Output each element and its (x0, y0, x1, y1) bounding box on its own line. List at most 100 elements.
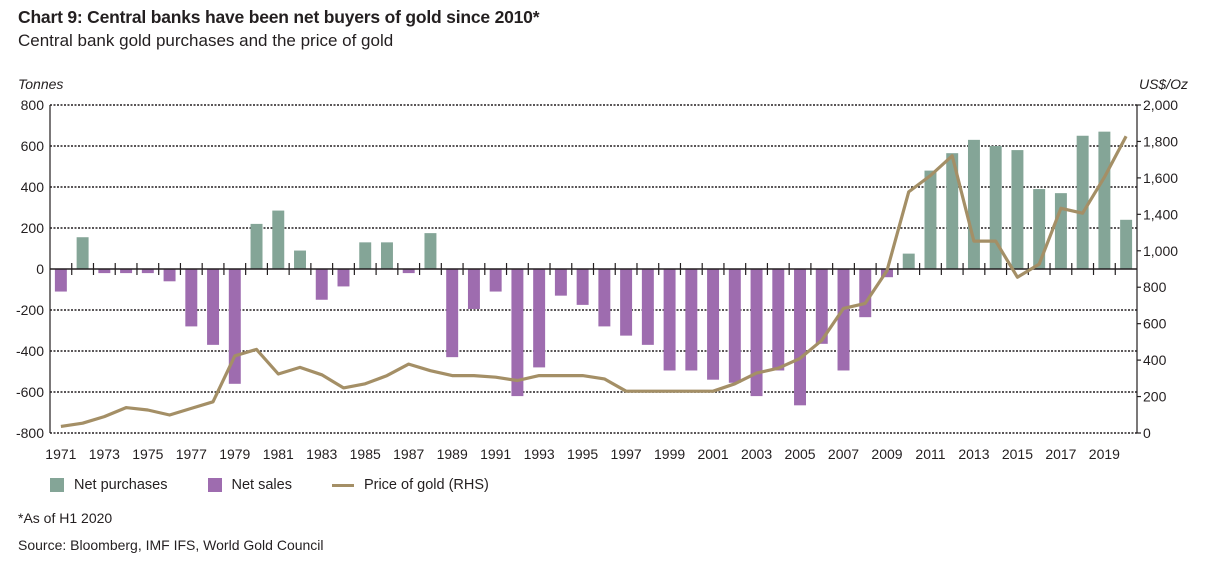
bar-net-sale (489, 269, 502, 292)
bar-net-purchase (294, 250, 306, 269)
bar-net-sale (707, 269, 720, 380)
axes (49, 104, 1141, 434)
x-tick-label: 1981 (263, 446, 294, 462)
bars (54, 131, 1133, 406)
bar-net-sale (641, 269, 654, 345)
legend-label-net-sales: Net sales (231, 477, 292, 493)
y-tick-label: -400 (16, 343, 44, 359)
bar-net-sale (815, 269, 828, 344)
bar-net-purchase (250, 223, 263, 269)
bar-net-purchase (76, 237, 89, 269)
bar-net-sale (772, 269, 785, 371)
net-sales-swatch (207, 478, 222, 492)
bar-net-sale (120, 269, 133, 274)
bar-net-sale (620, 269, 633, 336)
bar-net-sale (533, 269, 546, 368)
x-tick-label: 1993 (524, 446, 555, 462)
bar-net-sale (837, 269, 850, 371)
x-tick-label: 1997 (611, 446, 642, 462)
bar-net-sale (511, 269, 524, 397)
bar-net-sale (794, 269, 807, 406)
y2-tick-label: 400 (1143, 352, 1167, 368)
y2-tick-label: 800 (1143, 279, 1167, 295)
x-tick-label: 1989 (437, 446, 468, 462)
chart-title: Chart 9: Central banks have been net buy… (18, 7, 540, 27)
legend-label-price: Price of gold (RHS) (363, 477, 489, 493)
bar-net-sale (576, 269, 589, 305)
x-tick-label: 2017 (1045, 446, 1076, 462)
y-tick-label: -800 (16, 425, 44, 441)
right-axis-unit: US$/Oz (1138, 76, 1188, 92)
bar-net-purchase (380, 242, 393, 269)
bar-net-sale (554, 269, 567, 296)
bar-net-purchase (1076, 135, 1089, 269)
source-note: Source: Bloomberg, IMF IFS, World Gold C… (18, 537, 324, 553)
x-tick-label: 2003 (741, 446, 772, 462)
x-tick-label: 1995 (567, 446, 598, 462)
bar-net-purchase (902, 253, 915, 269)
x-tick-label: 1991 (480, 446, 511, 462)
x-tick-label: 1999 (654, 446, 685, 462)
bar-net-sale (663, 269, 676, 371)
bar-net-sale (337, 269, 350, 287)
x-tick-label: 1987 (393, 446, 424, 462)
y2-tick-label: 1,800 (1143, 133, 1178, 149)
y-tick-label: 400 (21, 179, 45, 195)
footnote: *As of H1 2020 (18, 510, 113, 526)
y2-tick-label: 2,000 (1143, 97, 1178, 113)
price-line-swatch (331, 483, 354, 487)
x-tick-label: 2005 (784, 446, 815, 462)
tick-labels: 800 600 400 200 0 -200 -400 -600 -800 2,000 1,800 1… (16, 97, 1178, 462)
net-purchases-swatch (50, 478, 64, 492)
bar-net-purchase (272, 210, 285, 269)
bar-net-purchase (1098, 131, 1111, 269)
bar-net-sale (315, 269, 328, 300)
y2-tick-label: 200 (1143, 389, 1167, 405)
y-tick-label: -600 (16, 384, 44, 400)
y2-tick-label: 600 (1143, 316, 1167, 332)
bar-net-sale (859, 269, 872, 318)
legend-item-price: Price of gold (RHS) (331, 477, 489, 493)
x-tick-label: 2007 (828, 446, 859, 462)
bar-net-sale (207, 269, 220, 345)
x-tick-label: 2019 (1089, 446, 1120, 462)
chart-subtitle: Central bank gold purchases and the pric… (18, 31, 394, 50)
legend-item-net-sales: Net sales (207, 477, 292, 493)
x-tick-label: 1985 (350, 446, 381, 462)
bar-net-sale (728, 269, 741, 383)
x-tick-label: 1979 (219, 446, 250, 462)
legend-item-net-purchases: Net purchases (50, 477, 168, 493)
bar-net-sale (446, 269, 459, 358)
legend-label-net-purchases: Net purchases (74, 477, 168, 493)
bar-net-sale (228, 269, 241, 384)
x-tick-label: 1971 (45, 446, 76, 462)
price-line-group (60, 135, 1128, 428)
x-tick-label: 1975 (132, 446, 163, 462)
bar-net-purchase (1033, 189, 1046, 269)
bar-net-purchase (359, 242, 372, 269)
y2-tick-label: 1,600 (1143, 170, 1178, 186)
y-tick-label: 600 (21, 138, 45, 154)
bar-net-sale (98, 269, 111, 274)
x-tick-label: 2013 (958, 446, 989, 462)
y-tick-label: -200 (16, 302, 44, 318)
bar-net-purchase (967, 139, 980, 269)
x-tick-label: 2001 (697, 446, 728, 462)
bar-net-purchase (989, 146, 1002, 269)
x-tick-label: 1973 (89, 446, 120, 462)
bar-net-purchase (1011, 150, 1024, 269)
x-tick-label: 2009 (871, 446, 902, 462)
bar-net-purchase (1054, 193, 1067, 269)
bar-net-sale (163, 269, 176, 282)
bar-net-purchase (924, 170, 937, 269)
x-tick-label: 2015 (1002, 446, 1033, 462)
bar-net-sale (467, 269, 480, 309)
bar-net-sale (402, 269, 415, 274)
bar-net-sale (685, 269, 698, 371)
y-tick-label: 200 (21, 220, 45, 236)
y2-tick-label: 1,400 (1143, 206, 1178, 222)
bar-net-purchase (946, 153, 959, 269)
y2-tick-label: 0 (1143, 425, 1151, 441)
y-tick-label: 0 (36, 261, 44, 277)
